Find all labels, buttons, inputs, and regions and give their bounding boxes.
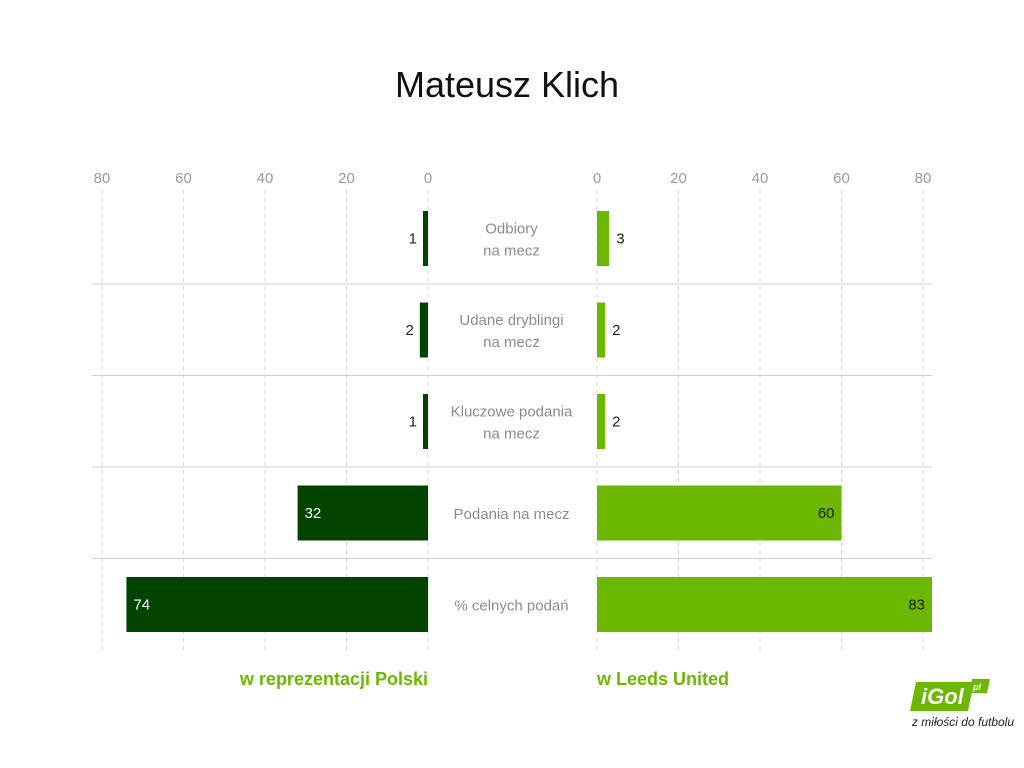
legend: w reprezentacji Polski w Leeds United [239,669,729,689]
legend-poland: w reprezentacji Polski [239,669,428,689]
category-label: na mecz [483,334,540,351]
data-label-poland: 1 [409,231,417,248]
category-label: na mecz [483,243,540,260]
bar-poland [423,211,428,266]
category-label: na mecz [483,426,540,443]
legend-leeds: w Leeds United [596,669,729,689]
bar-leeds [597,211,610,266]
tick-label-left: 60 [175,170,192,187]
category-label: Udane dryblingi [459,312,563,329]
tick-label-left: 0 [424,170,432,187]
data-label-poland: 32 [305,505,322,522]
bar-poland [419,302,428,358]
bar-poland [297,485,428,541]
data-label-poland: 74 [133,597,150,614]
tick-label-left: 40 [257,170,274,187]
tick-label-right: 0 [593,170,601,187]
grid [92,190,932,652]
bar-leeds [597,302,606,358]
category-label: % celnych podań [454,598,568,615]
data-label-leeds: 2 [612,322,620,339]
tick-label-right: 80 [915,170,932,187]
bar-leeds [597,394,606,449]
bar-leeds [597,485,842,541]
data-label-leeds: 83 [908,597,925,614]
tick-label-right: 20 [670,170,687,187]
axis-ticks: 0 0 20 20 40 40 60 60 80 80 [94,170,932,187]
logo-badge-shape [910,682,974,711]
data-label-leeds: 60 [818,505,835,522]
category-label: Odbiory [485,221,538,238]
tick-label-left: 20 [338,170,355,187]
bar-poland [126,577,428,632]
logo-tld-shape [969,679,990,693]
logo-tld: pl [972,682,981,692]
logo-tagline: z miłości do futbolu [911,715,1014,729]
tick-label-right: 60 [833,170,850,187]
data-label-poland: 1 [409,414,417,431]
igol-logo: iGol pl z miłości do futbolu [910,679,1014,729]
data-label-poland: 2 [406,322,414,339]
logo-wordmark: iGol [921,684,965,709]
data-label-leeds: 3 [616,231,624,248]
category-label: Podania na mecz [454,506,570,523]
tick-label-left: 80 [94,170,111,187]
category-labels: Odbiory na mecz Udane dryblingi na mecz Kluc… [451,221,573,615]
bar-leeds [597,577,932,632]
bar-poland [423,394,428,449]
chart-title: Mateusz Klich [395,64,619,105]
data-label-leeds: 2 [612,414,620,431]
tick-label-right: 40 [752,170,769,187]
category-label: Kluczowe podania [451,404,573,421]
